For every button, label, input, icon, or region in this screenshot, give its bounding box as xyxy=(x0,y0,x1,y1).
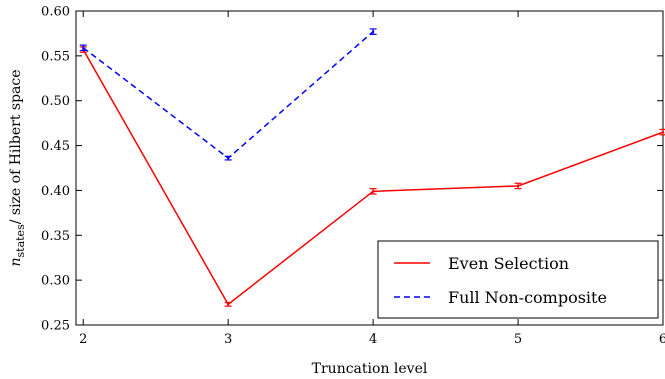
y-axis-label-subscript: states xyxy=(14,224,27,258)
legend-label: Full Non-composite xyxy=(448,288,607,307)
y-tick-label: 0.50 xyxy=(41,94,70,109)
data-point xyxy=(516,184,520,188)
y-tick-label: 0.45 xyxy=(41,139,70,154)
error-bar xyxy=(79,44,87,52)
error-bar xyxy=(224,301,232,307)
data-point xyxy=(226,303,230,306)
plot-frame xyxy=(75,10,664,326)
data-point xyxy=(226,156,230,160)
y-axis-label: nstates/ size of Hilbert space xyxy=(8,69,27,266)
legend: Even Selection Full Non-composite xyxy=(377,240,659,319)
y-tick-label: 0.60 xyxy=(41,5,70,20)
error-bar xyxy=(369,28,377,35)
y-axis-label-main: n xyxy=(8,257,24,266)
series-layer xyxy=(79,28,665,307)
error-bar xyxy=(514,182,522,190)
x-tick-label: 4 xyxy=(369,332,377,347)
series-path xyxy=(82,31,374,160)
data-point xyxy=(82,46,85,49)
y-tick-label: 0.30 xyxy=(41,274,70,289)
y-tick-label: 0.40 xyxy=(41,184,70,199)
series-line xyxy=(79,28,377,161)
x-tick-label: 3 xyxy=(224,332,232,347)
y-axis-label-rest: / size of Hilbert space xyxy=(8,69,24,224)
axis-ticks: 0.25 0.30 0.35 0.40 0.45 0.50 0.55 0.60 2 3 4 5 6 xyxy=(41,5,665,348)
x-tick-label: 2 xyxy=(79,332,87,347)
error-bar xyxy=(659,128,665,136)
x-tick-label: 6 xyxy=(659,332,665,347)
x-tick-label: 5 xyxy=(514,332,522,347)
legend-box xyxy=(377,240,659,319)
y-tick-label: 0.25 xyxy=(41,319,70,334)
x-axis-label: Truncation level xyxy=(312,361,428,377)
error-bar xyxy=(224,155,232,161)
data-point xyxy=(371,190,375,193)
error-bar xyxy=(369,188,377,195)
y-tick-label: 0.35 xyxy=(41,229,70,244)
y-tick-label: 0.55 xyxy=(41,49,70,64)
legend-label: Even Selection xyxy=(448,254,569,273)
data-point xyxy=(371,30,375,33)
data-point xyxy=(661,130,665,134)
